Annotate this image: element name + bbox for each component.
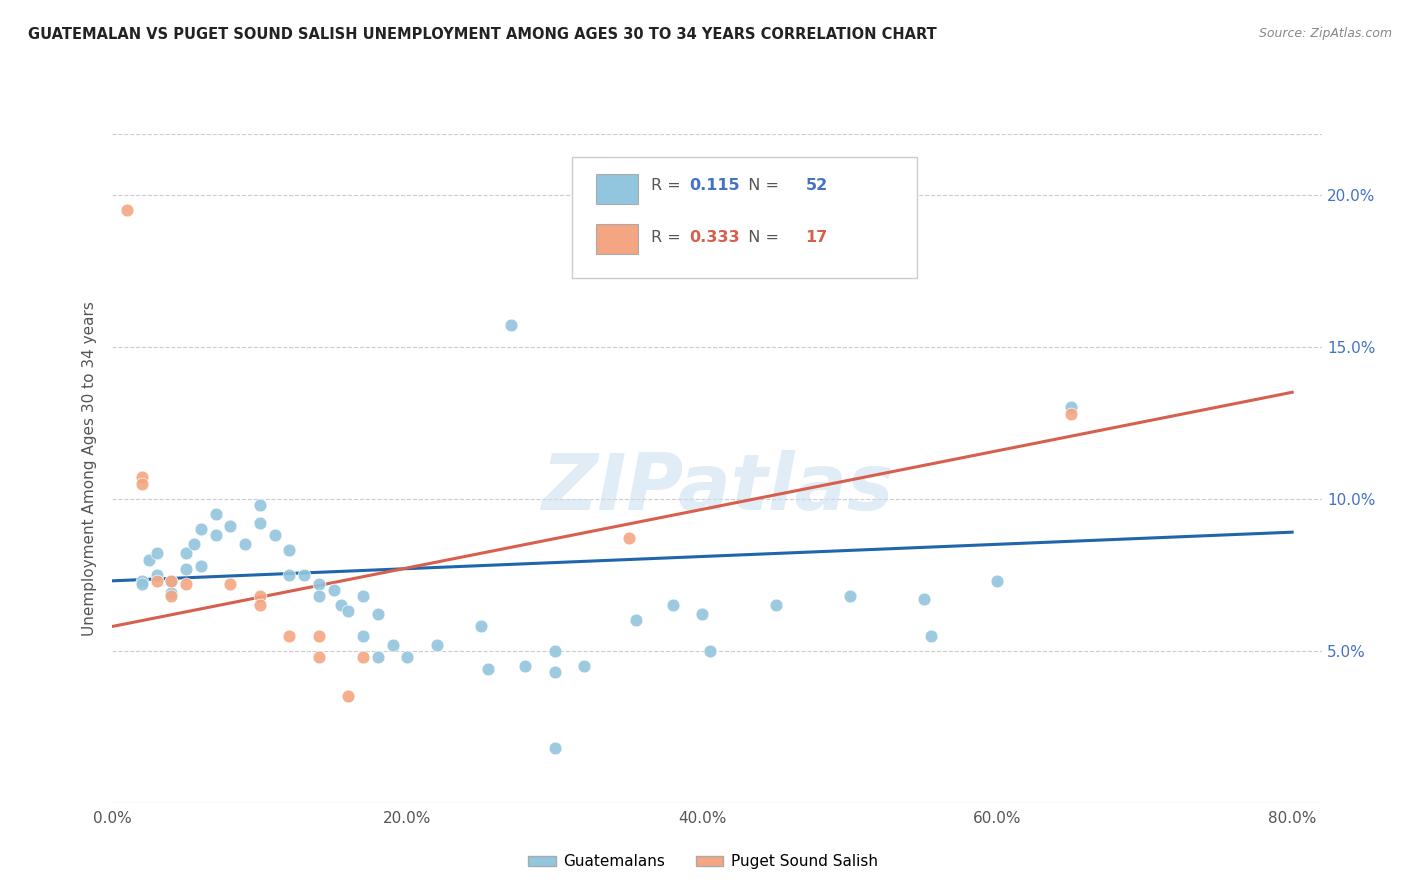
Point xyxy=(426,638,449,652)
Text: 17: 17 xyxy=(806,230,828,245)
Point xyxy=(145,574,167,588)
Point xyxy=(115,202,138,217)
Point xyxy=(308,577,330,591)
Point xyxy=(499,318,522,333)
Text: R =: R = xyxy=(651,178,686,194)
Point xyxy=(662,598,685,612)
Point xyxy=(337,690,360,704)
FancyBboxPatch shape xyxy=(596,224,638,254)
Point xyxy=(838,589,860,603)
Point xyxy=(352,628,374,642)
FancyBboxPatch shape xyxy=(572,157,917,277)
Point xyxy=(160,574,183,588)
Point xyxy=(145,567,167,582)
Point xyxy=(515,659,537,673)
Point xyxy=(278,567,301,582)
Point xyxy=(544,665,567,679)
Point xyxy=(544,741,567,756)
Point xyxy=(308,628,330,642)
Text: Source: ZipAtlas.com: Source: ZipAtlas.com xyxy=(1258,27,1392,40)
Point xyxy=(249,589,271,603)
Point xyxy=(204,507,226,521)
Text: 0.115: 0.115 xyxy=(689,178,740,194)
Y-axis label: Unemployment Among Ages 30 to 34 years: Unemployment Among Ages 30 to 34 years xyxy=(82,301,97,636)
Point xyxy=(249,598,271,612)
Point xyxy=(920,628,942,642)
Text: N =: N = xyxy=(738,230,783,245)
Point xyxy=(477,662,499,676)
Point xyxy=(131,574,153,588)
Point xyxy=(233,537,256,551)
Point xyxy=(699,644,721,658)
Point xyxy=(160,574,183,588)
Point xyxy=(278,543,301,558)
Point xyxy=(219,577,242,591)
Point xyxy=(330,598,353,612)
Point xyxy=(544,644,567,658)
Point xyxy=(190,522,212,536)
Point xyxy=(308,589,330,603)
Point xyxy=(138,552,160,566)
Point xyxy=(337,604,360,618)
Point xyxy=(692,607,714,622)
Point xyxy=(160,589,183,603)
Point xyxy=(367,607,389,622)
Point xyxy=(190,558,212,573)
Point xyxy=(278,628,301,642)
Point xyxy=(263,528,285,542)
Point xyxy=(765,598,787,612)
Point xyxy=(470,619,492,633)
Point xyxy=(986,574,1008,588)
Point xyxy=(912,592,935,607)
Text: R =: R = xyxy=(651,230,686,245)
Point xyxy=(219,519,242,533)
FancyBboxPatch shape xyxy=(596,174,638,204)
Point xyxy=(131,476,153,491)
Text: ZIPatlas: ZIPatlas xyxy=(541,450,893,526)
Point xyxy=(292,567,315,582)
Point xyxy=(322,582,344,597)
Text: 52: 52 xyxy=(806,178,828,194)
Legend: Guatemalans, Puget Sound Salish: Guatemalans, Puget Sound Salish xyxy=(522,848,884,875)
Point xyxy=(131,470,153,484)
Point xyxy=(174,562,197,576)
Point xyxy=(381,638,404,652)
Point xyxy=(174,577,197,591)
Point xyxy=(352,589,374,603)
Point xyxy=(308,649,330,664)
Text: 0.333: 0.333 xyxy=(689,230,740,245)
Point xyxy=(624,613,647,627)
Text: GUATEMALAN VS PUGET SOUND SALISH UNEMPLOYMENT AMONG AGES 30 TO 34 YEARS CORRELAT: GUATEMALAN VS PUGET SOUND SALISH UNEMPLO… xyxy=(28,27,936,42)
Point xyxy=(174,546,197,560)
Point xyxy=(1060,401,1083,415)
Point xyxy=(249,516,271,530)
Point xyxy=(396,649,419,664)
Point xyxy=(145,546,167,560)
Point xyxy=(352,649,374,664)
Point xyxy=(204,528,226,542)
Point xyxy=(131,577,153,591)
Point xyxy=(249,498,271,512)
Point xyxy=(183,537,205,551)
Point xyxy=(1060,407,1083,421)
Point xyxy=(367,649,389,664)
Point xyxy=(574,659,596,673)
Point xyxy=(617,531,640,545)
Point xyxy=(160,586,183,600)
Text: N =: N = xyxy=(738,178,783,194)
